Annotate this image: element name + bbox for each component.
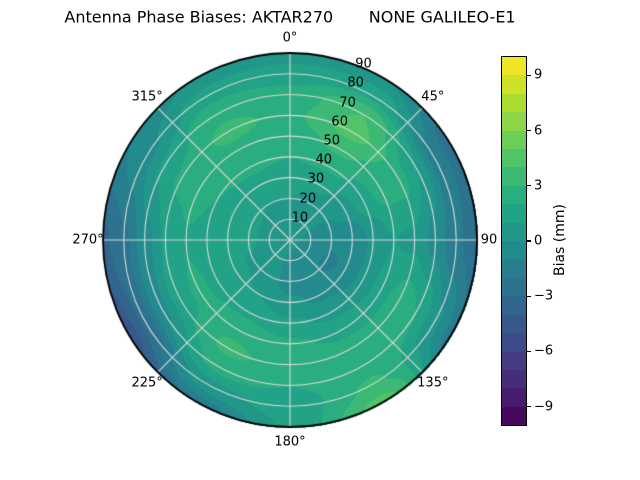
radial-tick-label: 60	[331, 114, 348, 130]
colorbar-tick-label: 9	[534, 67, 543, 83]
colorbar-tick	[527, 406, 531, 408]
radial-tick-label: 90	[355, 56, 372, 72]
colorbar-segment	[502, 75, 526, 94]
colorbar-tick	[527, 74, 531, 76]
colorbar-segment	[502, 112, 526, 131]
colorbar-segment	[502, 149, 526, 168]
radial-tick-label: 50	[323, 133, 341, 149]
colorbar-tick	[527, 240, 531, 242]
angular-tick-label: 225°	[131, 375, 163, 391]
radial-tick-label: 30	[307, 171, 325, 187]
angular-tick-label: 315°	[131, 89, 163, 105]
colorbar-segment	[502, 369, 526, 389]
angular-tick-label: 270°	[72, 232, 104, 248]
chart-title: Antenna Phase Biases: AKTAR270 NONE GALI…	[64, 7, 516, 27]
colorbar-segment	[502, 296, 526, 315]
colorbar-tick-label: 0	[534, 233, 543, 249]
colorbar-tick	[527, 295, 531, 297]
colorbar-tick	[527, 130, 531, 132]
radial-tick-label: 80	[347, 75, 364, 91]
colorbar-segment	[502, 406, 526, 426]
colorbar-segment	[502, 259, 526, 278]
colorbar-segment	[502, 351, 526, 370]
colorbar-segment	[502, 222, 526, 242]
colorbar-tick-label: −6	[534, 343, 554, 359]
colorbar-tick-label: 6	[534, 123, 543, 139]
angular-tick-label: 45°	[421, 89, 445, 105]
angular-tick-label: 135°	[417, 375, 449, 391]
colorbar-segment	[502, 57, 526, 76]
colorbar-tick-label: −9	[534, 399, 554, 415]
colorbar-segment	[502, 333, 526, 352]
radial-tick-label: 40	[315, 152, 333, 168]
colorbar-segment	[502, 130, 526, 150]
radial-tick-label: 20	[299, 191, 317, 207]
colorbar-segment	[502, 93, 526, 113]
colorbar-segment	[502, 388, 526, 407]
radial-tick-label: 10	[291, 210, 309, 226]
colorbar-tick-label: −3	[534, 288, 554, 304]
angular-tick-label: 180°	[274, 434, 306, 450]
colorbar-segment	[502, 185, 526, 205]
colorbar-tick	[527, 185, 531, 187]
angular-tick-label: 0°	[282, 30, 298, 46]
angular-tick-label: 90	[480, 232, 498, 248]
colorbar-segment	[502, 277, 526, 297]
colorbar-tick	[527, 350, 531, 352]
radial-tick-label: 70	[339, 95, 356, 111]
colorbar-segment	[502, 204, 526, 223]
colorbar-axis-label: Bias (mm)	[552, 203, 568, 277]
colorbar-segment	[502, 167, 526, 186]
colorbar-segment	[502, 241, 526, 260]
colorbar	[501, 56, 527, 426]
colorbar-segment	[502, 314, 526, 334]
colorbar-tick-label: 3	[534, 178, 543, 194]
